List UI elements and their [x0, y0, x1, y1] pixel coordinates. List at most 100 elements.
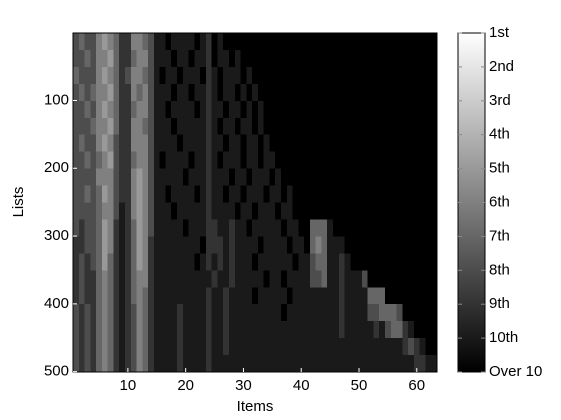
- heatmap-cell: [402, 270, 409, 288]
- heatmap-cell: [200, 49, 207, 68]
- heatmap-cell: [419, 151, 426, 169]
- heatmap-cell: [182, 270, 189, 288]
- heatmap-cell: [78, 100, 85, 119]
- heatmap-cell: [78, 253, 85, 271]
- heatmap-cell: [396, 270, 403, 288]
- heatmap-cell: [107, 202, 114, 220]
- heatmap-cell: [188, 321, 195, 339]
- heatmap-cell: [96, 151, 103, 169]
- heatmap-cell: [315, 236, 322, 254]
- heatmap-cell: [344, 66, 351, 85]
- heatmap-cell: [171, 100, 178, 119]
- heatmap-cell: [408, 33, 415, 51]
- heatmap-cell: [298, 117, 305, 135]
- heatmap-cell: [153, 304, 160, 322]
- heatmap-cell: [217, 134, 224, 152]
- heatmap-cell: [408, 355, 415, 373]
- heatmap-cell: [425, 33, 432, 51]
- heatmap-cell: [425, 270, 432, 288]
- heatmap-cell: [281, 83, 288, 102]
- heatmap-cell: [304, 117, 311, 135]
- heatmap-cell: [373, 236, 380, 254]
- heatmap-cell: [356, 100, 363, 119]
- heatmap-cell: [113, 287, 120, 305]
- heatmap-cell: [205, 202, 212, 220]
- heatmap-cell: [379, 83, 386, 102]
- heatmap-cell: [269, 287, 276, 305]
- heatmap-cell: [275, 202, 282, 220]
- heatmap-cell: [223, 219, 230, 237]
- heatmap-cell: [182, 287, 189, 305]
- heatmap-cell: [344, 236, 351, 254]
- heatmap-cell: [148, 321, 155, 339]
- heatmap-cell: [125, 202, 132, 220]
- heatmap-cell: [281, 151, 288, 169]
- heatmap-cell: [252, 236, 259, 254]
- heatmap-cell: [419, 117, 426, 135]
- heatmap-cell: [177, 185, 184, 203]
- heatmap-cell: [292, 185, 299, 203]
- heatmap-cell: [350, 219, 357, 237]
- heatmap-cell: [165, 304, 172, 322]
- heatmap-cell: [73, 100, 80, 119]
- heatmap-cell: [373, 83, 380, 102]
- heatmap-cell: [240, 236, 247, 254]
- heatmap-cell: [84, 287, 91, 305]
- heatmap-cell: [217, 168, 224, 186]
- heatmap-cell: [234, 219, 241, 237]
- heatmap-cell: [396, 355, 403, 373]
- heatmap-cell: [425, 236, 432, 254]
- heatmap-cell: [286, 185, 293, 203]
- heatmap-cell: [217, 66, 224, 85]
- heatmap-cell: [390, 66, 397, 85]
- colorbar-tick-label: 9th: [489, 295, 510, 312]
- heatmap-cell: [419, 202, 426, 220]
- heatmap-cell: [402, 355, 409, 373]
- heatmap-cell: [269, 236, 276, 254]
- heatmap-cell: [413, 49, 420, 68]
- heatmap-cell: [304, 185, 311, 203]
- heatmap-cell: [356, 185, 363, 203]
- heatmap-cell: [315, 355, 322, 373]
- heatmap-cell: [350, 355, 357, 373]
- heatmap-cell: [188, 338, 195, 356]
- heatmap-cell: [188, 270, 195, 288]
- heatmap-cell: [396, 66, 403, 85]
- heatmap-cell: [304, 304, 311, 322]
- heatmap-cell: [113, 168, 120, 186]
- heatmap-cell: [344, 100, 351, 119]
- heatmap-cell: [125, 49, 132, 68]
- heatmap-cell: [194, 219, 201, 237]
- heatmap-cell: [234, 134, 241, 152]
- heatmap-cell: [396, 219, 403, 237]
- heatmap-cell: [211, 304, 218, 322]
- heatmap-cell: [217, 117, 224, 135]
- heatmap-cell: [159, 83, 166, 102]
- heatmap-cell: [73, 83, 80, 102]
- heatmap-cell: [142, 202, 149, 220]
- heatmap-cell: [367, 185, 374, 203]
- heatmap-cell: [217, 253, 224, 271]
- heatmap-cell: [379, 321, 386, 339]
- heatmap-cell: [177, 117, 184, 135]
- heatmap-cell: [153, 168, 160, 186]
- heatmap-cell: [165, 33, 172, 51]
- heatmap-cell: [101, 168, 108, 186]
- heatmap-cell: [136, 236, 143, 254]
- heatmap-cell: [78, 202, 85, 220]
- heatmap-cell: [113, 253, 120, 271]
- heatmap-cell: [304, 253, 311, 271]
- heatmap-cell: [344, 287, 351, 305]
- heatmap-cell: [101, 117, 108, 135]
- heatmap-cell: [344, 134, 351, 152]
- heatmap-cell: [234, 117, 241, 135]
- heatmap-cell: [356, 287, 363, 305]
- heatmap-cell: [419, 236, 426, 254]
- heatmap-cell: [419, 83, 426, 102]
- heatmap-cell: [263, 304, 270, 322]
- plot-frame: [72, 32, 438, 373]
- heatmap-cell: [107, 321, 114, 339]
- heatmap-cell: [240, 219, 247, 237]
- heatmap-cell: [425, 355, 432, 373]
- heatmap-cell: [177, 355, 184, 373]
